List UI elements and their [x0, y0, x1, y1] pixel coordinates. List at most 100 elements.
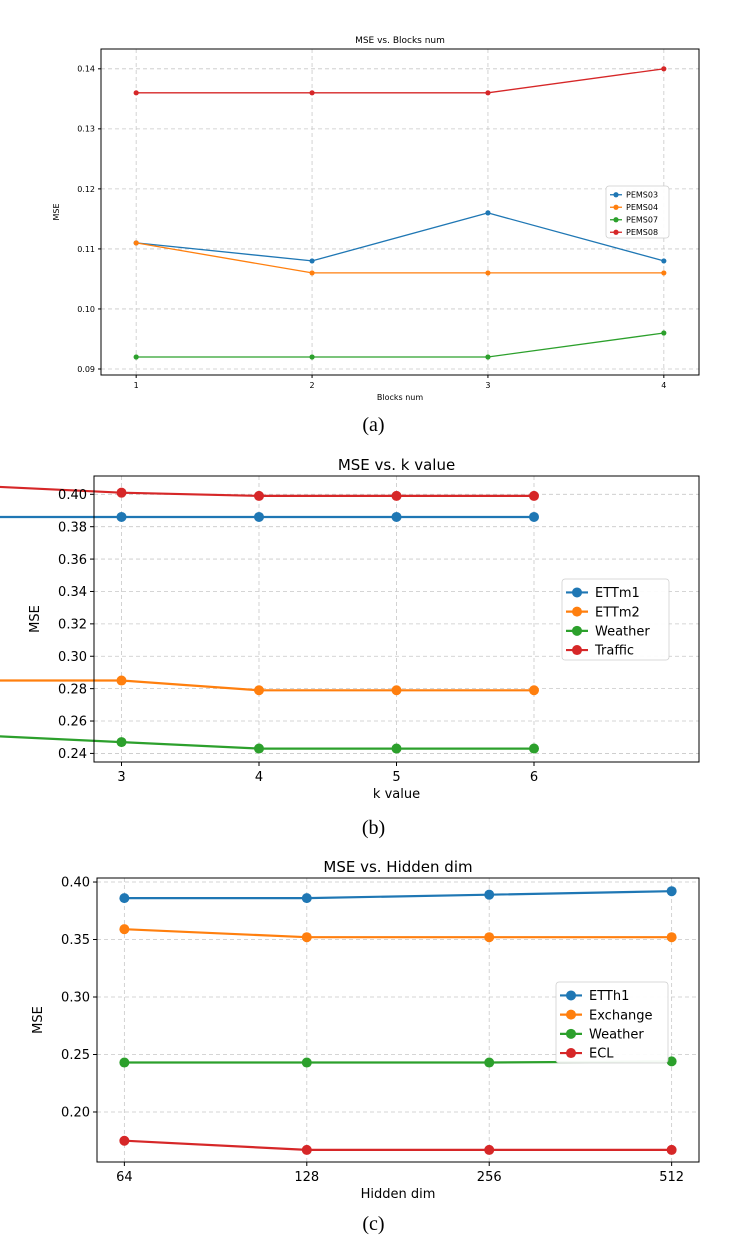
data-point-ettm2 [254, 685, 264, 696]
legend-swatch-marker [613, 217, 619, 223]
data-point-pems08 [661, 66, 667, 72]
series-line-pems03 [136, 212, 664, 262]
data-point-weather [529, 743, 539, 754]
x-tick-label: 512 [659, 1170, 684, 1185]
legend: PEMS03 PEMS04 PEMS07 PEMS08 [605, 185, 670, 239]
data-point-traffic [529, 490, 539, 501]
legend-label: Weather [595, 625, 650, 640]
series-line-ecl [124, 1139, 672, 1152]
legend-swatch-marker [572, 587, 582, 598]
data-point-weather [116, 737, 127, 748]
y-tick-label: 0.11 [77, 245, 95, 254]
y-tick-label: 0.34 [58, 585, 87, 600]
y-tick-label: 0.10 [77, 305, 95, 314]
chart-title: MSE vs. k value [338, 456, 455, 474]
y-tick-label: 0.35 [61, 933, 90, 948]
data-point-pems04 [661, 270, 667, 276]
data-point-etth1 [666, 886, 677, 897]
series-line-etth1 [124, 890, 672, 900]
data-point-traffic [391, 490, 402, 501]
legend-label: ETTm1 [595, 586, 640, 601]
y-tick-label: 0.28 [58, 682, 87, 697]
data-point-ecl [666, 1144, 677, 1155]
x-axis-label: Hidden dim [361, 1187, 436, 1202]
y-tick-label: 0.30 [58, 650, 87, 665]
caption-b: (b) [361, 817, 386, 839]
legend-box [555, 981, 669, 1064]
data-point-pems08 [133, 90, 139, 96]
data-point-ettm1 [254, 511, 264, 522]
data-point-weather [391, 743, 402, 754]
legend: ETTh1 Exchange Weather ECL [555, 981, 669, 1064]
x-tick-label: 4 [661, 381, 666, 390]
legend-box [561, 578, 670, 661]
data-point-pems08 [309, 90, 315, 96]
x-tick-label: 6 [530, 770, 538, 785]
caption-c: (c) [362, 1213, 385, 1235]
x-tick-label: 5 [392, 770, 400, 785]
legend-label: PEMS07 [626, 216, 658, 225]
y-tick-label: 0.13 [77, 125, 95, 134]
data-point-traffic [254, 490, 264, 501]
data-point-pems03 [661, 258, 667, 264]
chart-k-value: 234560.240.260.280.300.320.340.360.380.4… [0, 456, 700, 802]
legend-label: ECL [589, 1047, 614, 1062]
series-line-pems04 [136, 242, 664, 274]
legend: ETTm1 ETTm2 Weather Traffic [561, 578, 670, 661]
y-tick-label: 0.12 [77, 185, 95, 194]
x-tick-label: 3 [485, 381, 490, 390]
series-line-pems07 [136, 332, 664, 358]
y-tick-label: 0.38 [58, 520, 87, 535]
data-point-pems03 [485, 210, 491, 216]
panel-a: 1 2 3 4 0.09 0.10 0.11 0.12 0.13 0.14 MSE vs. Bloc… [0, 0, 747, 440]
x-tick-label: 4 [255, 770, 263, 785]
data-point-weather [254, 743, 264, 754]
caption-a: (a) [362, 414, 385, 436]
y-tick-label: 0.32 [58, 618, 87, 633]
legend-swatch-marker [613, 204, 619, 210]
data-point-pems08 [485, 90, 491, 96]
x-tick-label: 1 [134, 381, 139, 390]
data-point-ecl [484, 1144, 495, 1155]
x-tick-label: 256 [477, 1170, 502, 1185]
data-point-weather [666, 1056, 677, 1067]
legend-label: Exchange [589, 1008, 653, 1023]
y-axis-label: MSE [28, 605, 43, 633]
x-tick-label: 3 [117, 770, 125, 785]
data-point-ecl [301, 1144, 312, 1155]
data-point-exchange [484, 932, 495, 943]
legend-swatch-marker [566, 1028, 576, 1039]
y-tick-label: 0.30 [61, 991, 90, 1006]
data-point-ettm2 [391, 685, 402, 696]
legend-box [605, 185, 670, 239]
legend-label: ETTh1 [589, 989, 629, 1004]
chart-title: MSE vs. Hidden dim [323, 858, 472, 876]
x-tick-label: 64 [116, 1170, 133, 1185]
y-tick-label: 0.24 [58, 747, 87, 762]
legend-swatch-marker [572, 606, 582, 617]
y-tick-label: 0.25 [61, 1048, 90, 1063]
y-tick-label: 0.14 [77, 65, 95, 74]
grid [97, 878, 699, 1162]
legend-label: Weather [589, 1028, 644, 1043]
data-point-weather [484, 1057, 495, 1068]
y-tick-label: 0.40 [61, 876, 90, 891]
data-point-ettm2 [116, 675, 127, 686]
y-tick-label: 0.20 [61, 1106, 90, 1121]
data-point-weather [301, 1057, 312, 1068]
data-point-pems04 [309, 270, 315, 276]
series-line-exchange [124, 928, 672, 939]
panel-b: 234560.240.260.280.300.320.340.360.380.4… [0, 456, 700, 839]
y-tick-label: 0.26 [58, 715, 87, 730]
data-point-pems07 [661, 330, 667, 336]
legend-swatch-marker [566, 1009, 576, 1020]
data-point-pems04 [485, 270, 491, 276]
legend-swatch-marker [566, 990, 576, 1001]
data-point-exchange [301, 932, 312, 943]
chart-blocks-num: 1 2 3 4 0.09 0.10 0.11 0.12 0.13 0.14 MSE vs. Bloc… [52, 36, 700, 402]
data-point-weather [119, 1057, 130, 1068]
legend-label: PEMS08 [626, 228, 658, 237]
legend-label: PEMS03 [626, 191, 658, 200]
